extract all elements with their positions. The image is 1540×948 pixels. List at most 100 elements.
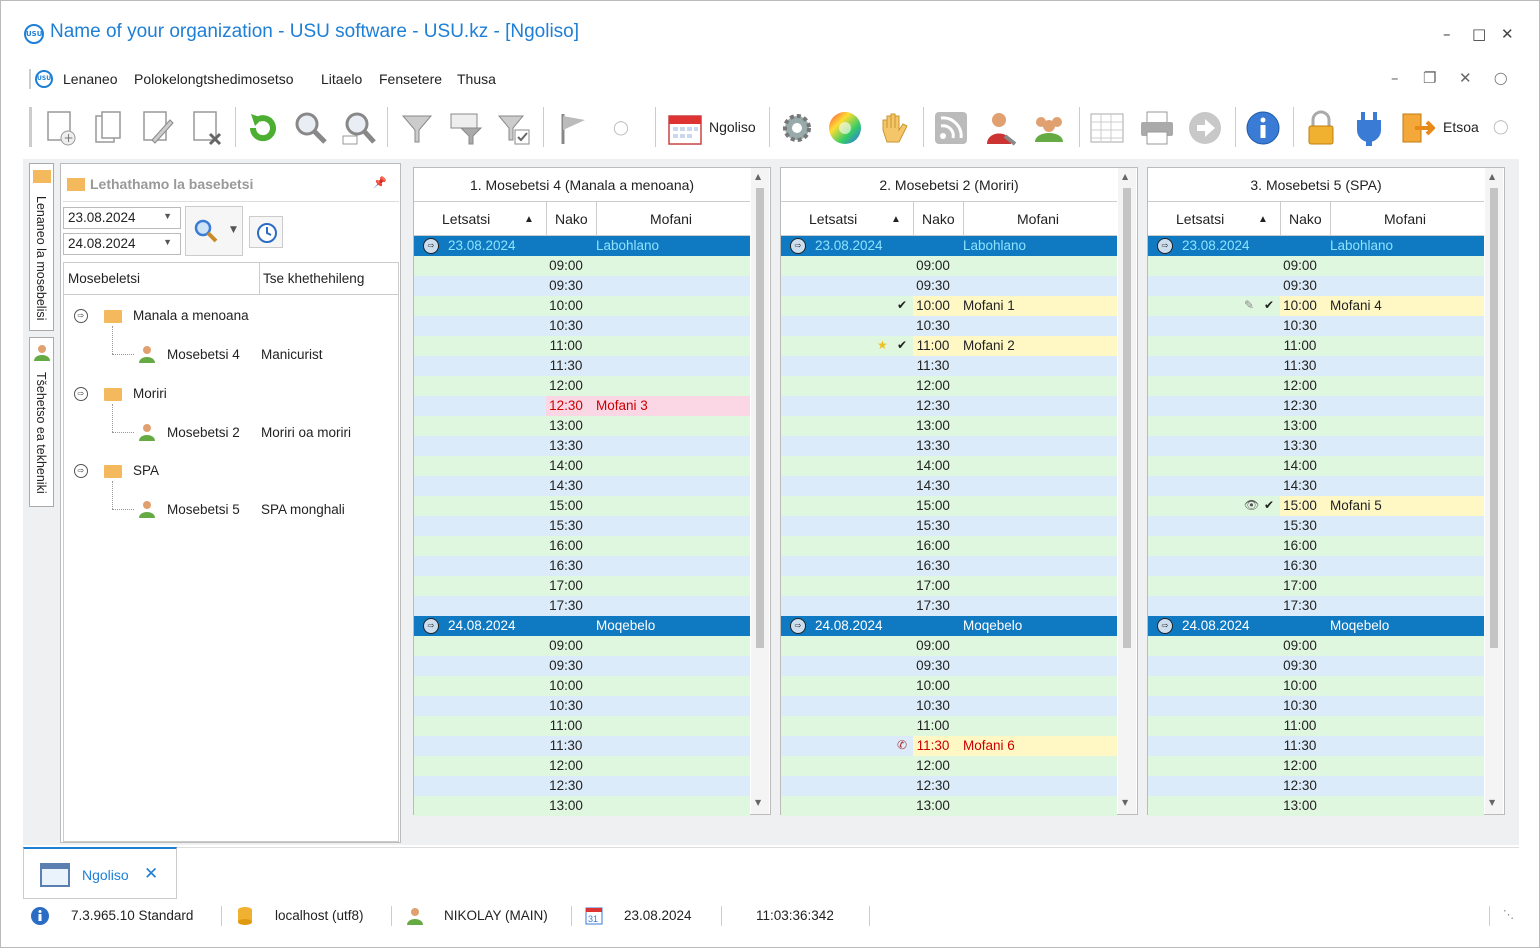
filter-columns-icon[interactable] <box>443 105 487 151</box>
time-slot-row[interactable]: 12:30 <box>414 776 750 796</box>
time-slot-row[interactable]: 13:30 <box>414 436 750 456</box>
vertical-scrollbar[interactable]: ▲ ▼ <box>1118 168 1136 814</box>
day-header-row[interactable]: ⇨ 24.08.2024 Moqebelo <box>414 616 750 636</box>
time-slot-row[interactable]: 12:30 <box>1148 396 1484 416</box>
time-slot-row[interactable]: 15:00 <box>414 496 750 516</box>
scroll-down-icon[interactable]: ▼ <box>755 798 762 807</box>
time-slot-row[interactable]: 10:30 <box>781 696 1117 716</box>
time-slot-row[interactable]: 10:30 <box>414 696 750 716</box>
employee-4[interactable]: Mosebetsi 4 <box>167 347 240 362</box>
tab-close-icon[interactable]: ✕ <box>144 864 159 884</box>
time-slot-row[interactable]: 17:00 <box>781 576 1117 596</box>
time-slot-row[interactable]: 13:00 <box>781 416 1117 436</box>
sort-asc-icon[interactable]: ▲ <box>891 214 901 225</box>
time-slot-row[interactable]: 16:30 <box>781 556 1117 576</box>
search-button[interactable]: ▼ <box>185 206 243 256</box>
slot-provider[interactable]: Mofani 5 <box>1330 498 1382 513</box>
time-slot-row[interactable]: 11:30 <box>414 736 750 756</box>
time-slot-row[interactable]: 12:00 <box>781 376 1117 396</box>
group-spa[interactable]: SPA <box>133 463 160 478</box>
time-slot-row[interactable]: 09:00 <box>1148 256 1484 276</box>
scroll-down-icon[interactable]: ▼ <box>1489 798 1496 807</box>
time-slot-row[interactable]: 16:30 <box>1148 556 1484 576</box>
time-slot-row[interactable]: 17:30 <box>781 596 1117 616</box>
time-slot-row[interactable]: 12:30 <box>781 776 1117 796</box>
menu-item-polokelongtshedimosetso[interactable]: Polokelongtshedimosetso <box>134 71 294 87</box>
time-slot-row[interactable]: 11:30 <box>414 356 750 376</box>
time-slot-row[interactable]: 09:30 <box>414 276 750 296</box>
time-slot-row[interactable]: 12:30 <box>781 396 1117 416</box>
time-slot-row[interactable]: 09:30 <box>1148 276 1484 296</box>
exit-door-icon[interactable] <box>1395 105 1439 151</box>
time-slot-row[interactable]: 17:30 <box>1148 596 1484 616</box>
mdi-close-icon[interactable]: ✕ <box>1459 69 1472 87</box>
slot-provider[interactable]: Mofani 6 <box>963 738 1015 753</box>
users-group-icon[interactable] <box>1027 105 1071 151</box>
toolbar-expand-icon[interactable]: ◯ <box>1493 119 1509 135</box>
time-slot-row[interactable]: 13:00 <box>781 796 1117 816</box>
scroll-thumb[interactable] <box>1490 188 1498 648</box>
time-slot-row[interactable]: 11:00 <box>1148 716 1484 736</box>
time-slot-row[interactable]: 11:30 <box>1148 736 1484 756</box>
col-provider-header[interactable]: Mofani <box>650 211 693 227</box>
time-slot-row[interactable]: 14:00 <box>781 456 1117 476</box>
time-slot-row[interactable]: 13:00 <box>1148 796 1484 816</box>
mdi-expand-icon[interactable]: ◯ <box>1494 71 1508 85</box>
mdi-minimize-icon[interactable]: – <box>1391 69 1399 87</box>
color-wheel-icon[interactable] <box>823 105 867 151</box>
collapse-icon[interactable]: ⇨ <box>790 238 806 254</box>
time-slot-row[interactable]: 10:30 <box>1148 696 1484 716</box>
slot-provider[interactable]: Mofani 2 <box>963 338 1015 353</box>
col-time-header[interactable]: Nako <box>1289 211 1322 227</box>
toolbar-more-icon[interactable]: ◯ <box>613 120 629 136</box>
collapse-icon[interactable]: ⇨ <box>1157 618 1173 634</box>
clock-button[interactable] <box>249 216 283 248</box>
time-slot-row[interactable]: ✎ ✔ 10:00 Mofani 4 <box>1148 296 1484 316</box>
filter-icon[interactable] <box>395 105 439 151</box>
time-slot-row[interactable]: ✆ 11:30 Mofani 6 <box>781 736 1117 756</box>
refresh-icon[interactable] <box>241 105 285 151</box>
flag-icon[interactable] <box>551 105 595 151</box>
time-slot-row[interactable]: 14:30 <box>1148 476 1484 496</box>
slot-provider[interactable]: Mofani 1 <box>963 298 1015 313</box>
clear-filter-icon[interactable] <box>491 105 535 151</box>
time-slot-row[interactable]: 11:00 <box>414 336 750 356</box>
scroll-up-icon[interactable]: ▲ <box>755 172 762 181</box>
time-slot-row[interactable]: 11:30 <box>781 356 1117 376</box>
add-record-icon[interactable]: + <box>39 105 83 151</box>
employee-5[interactable]: Mosebetsi 5 <box>167 502 240 517</box>
time-slot-row[interactable]: 09:00 <box>414 636 750 656</box>
collapse-icon[interactable]: ⇨ <box>790 618 806 634</box>
settings-gear-icon[interactable] <box>775 105 819 151</box>
col-time-header[interactable]: Nako <box>555 211 588 227</box>
rss-feed-icon[interactable] <box>929 105 973 151</box>
advanced-search-icon[interactable] <box>337 105 381 151</box>
group-manala[interactable]: Manala a menoana <box>133 308 249 323</box>
mdi-restore-icon[interactable]: ❐ <box>1423 69 1437 87</box>
time-slot-row[interactable]: 15:30 <box>414 516 750 536</box>
time-slot-row[interactable]: 12:30 Mofani 3 <box>414 396 750 416</box>
chevron-down-icon[interactable]: ▼ <box>163 237 172 247</box>
tab-user-menu[interactable]: Lenaneo la mosebelisi <box>29 163 54 331</box>
sort-asc-icon[interactable]: ▲ <box>524 214 534 225</box>
col-date-header[interactable]: Letsatsi <box>1176 211 1225 227</box>
delete-record-icon[interactable] <box>185 105 229 151</box>
time-slot-row[interactable]: 14:00 <box>1148 456 1484 476</box>
col-employee-header[interactable]: Mosebeletsi <box>68 271 141 286</box>
time-slot-row[interactable]: 12:00 <box>1148 376 1484 396</box>
lock-icon[interactable] <box>1299 105 1343 151</box>
col-specialty-header[interactable]: Tse khethehileng <box>263 271 365 286</box>
print-icon[interactable] <box>1135 105 1179 151</box>
time-slot-row[interactable]: 09:30 <box>781 276 1117 296</box>
time-slot-row[interactable]: 11:00 <box>1148 336 1484 356</box>
time-slot-row[interactable]: 12:00 <box>781 756 1117 776</box>
scroll-up-icon[interactable]: ▲ <box>1489 172 1496 181</box>
collapse-icon[interactable]: ⇨ <box>423 618 439 634</box>
sort-asc-icon[interactable]: ▲ <box>1258 214 1268 225</box>
col-time-header[interactable]: Nako <box>922 211 955 227</box>
vertical-scrollbar[interactable]: ▲ ▼ <box>751 168 769 814</box>
time-slot-row[interactable]: 👁 ✔ 15:00 Mofani 5 <box>1148 496 1484 516</box>
time-slot-row[interactable]: 13:00 <box>1148 416 1484 436</box>
day-header-row[interactable]: ⇨ 23.08.2024 Labohlano <box>781 236 1117 256</box>
time-slot-row[interactable]: 16:30 <box>414 556 750 576</box>
